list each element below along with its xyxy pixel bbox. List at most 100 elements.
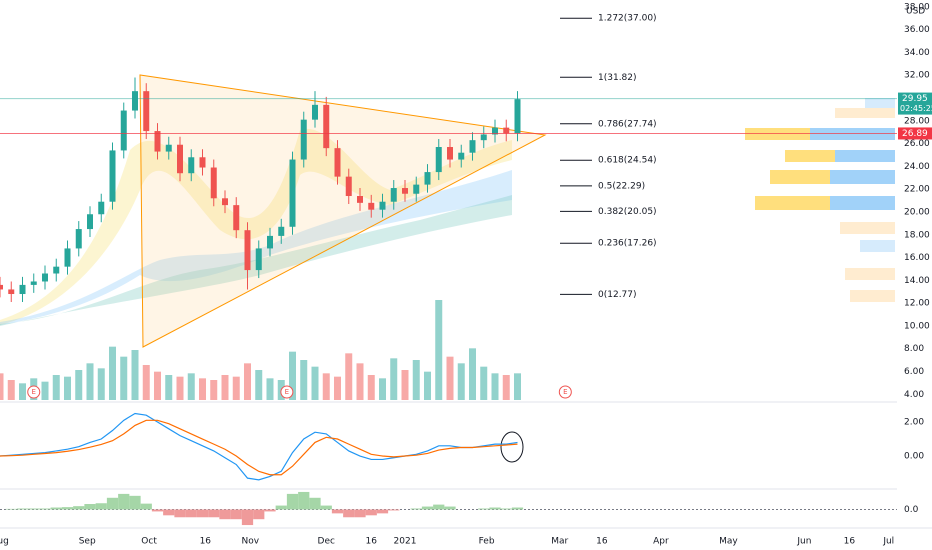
- histogram-bar: [320, 505, 332, 510]
- fib-label: 0.786(27.74): [598, 119, 657, 129]
- x-tick-label: Feb: [479, 537, 495, 547]
- y-tick-label: 0.00: [904, 452, 924, 462]
- candle-body: [345, 176, 352, 197]
- volume-bar: [514, 373, 521, 400]
- y-tick-label: 12.00: [904, 299, 930, 309]
- candle-body: [30, 281, 37, 285]
- histogram-bar: [253, 509, 265, 520]
- y-tick-label: 14.00: [904, 276, 930, 286]
- y-tick-label: 16.00: [904, 253, 930, 263]
- histogram-bar: [185, 509, 197, 518]
- histogram-bar: [264, 509, 276, 512]
- histogram-bar: [286, 493, 299, 510]
- volume-bar: [457, 363, 465, 400]
- volume-bar: [154, 371, 161, 400]
- ma-ribbon: [0, 128, 512, 325]
- candle-body: [402, 188, 408, 194]
- candle-body: [64, 248, 71, 267]
- histogram-bar: [275, 505, 287, 510]
- candle-body: [390, 188, 397, 202]
- candle-body: [503, 127, 510, 134]
- histogram-bar: [354, 509, 366, 518]
- histogram-bar: [388, 509, 400, 511]
- volume-bar: [86, 363, 94, 400]
- currency: USD: [906, 7, 925, 17]
- volume-bar: [502, 375, 510, 400]
- volume-bar: [390, 358, 398, 400]
- histogram-bar: [50, 507, 62, 510]
- histogram-bar: [421, 506, 434, 510]
- y-tick-label: 10.00: [904, 321, 930, 331]
- candle-body: [278, 226, 285, 236]
- candle-body: [424, 172, 431, 185]
- histogram-bar: [140, 503, 152, 510]
- histogram-bar: [298, 491, 310, 510]
- histogram-bar: [28, 508, 40, 510]
- candle-body: [312, 104, 318, 120]
- candle-body: [233, 205, 240, 231]
- x-tick-label: May: [719, 537, 738, 547]
- x-tick-label: Nov: [242, 537, 260, 547]
- volume-bar: [131, 350, 139, 400]
- candle-body: [199, 157, 206, 168]
- y-tick-label: 36.00: [904, 25, 930, 35]
- candle-body: [177, 144, 183, 174]
- histogram-bar: [331, 509, 344, 514]
- histogram-bar: [118, 493, 130, 510]
- candle-body: [514, 99, 521, 134]
- candle-body: [469, 140, 476, 153]
- x-tick-label: 2021: [394, 537, 417, 547]
- x-tick-label: 16: [366, 537, 378, 547]
- candle-body: [357, 196, 363, 203]
- volume-bar: [412, 360, 420, 400]
- candle-body: [458, 152, 465, 160]
- y-tick-label: 0.0: [904, 505, 919, 515]
- earnings-marker: [27, 385, 41, 399]
- last-price-label: 29.95: [902, 94, 928, 104]
- volume-bar: [221, 375, 229, 400]
- x-tick-label: 16: [200, 537, 212, 547]
- histogram-bar: [511, 507, 524, 510]
- volume-bar: [356, 363, 364, 400]
- y-tick-label: 20.00: [904, 207, 930, 217]
- y-tick-label: 38.00: [904, 2, 930, 12]
- volume-bar: [322, 373, 330, 400]
- volume-bar: [311, 366, 319, 400]
- histogram-bar: [208, 509, 220, 518]
- candle-body: [267, 235, 273, 249]
- y-tick-label: 26.00: [904, 139, 930, 149]
- candle-body: [244, 230, 251, 271]
- histogram-bar: [230, 509, 242, 520]
- x-tick-label: 16: [844, 537, 856, 547]
- volume-bar: [7, 380, 15, 400]
- histogram-bar: [376, 509, 389, 514]
- volume-profile: [745, 98, 895, 302]
- candle-body: [210, 167, 217, 199]
- histogram-bar: [106, 497, 119, 510]
- fib-label: 1.272(37.00): [598, 14, 657, 24]
- volume-bar: [142, 365, 150, 400]
- earnings-label: E: [32, 388, 36, 396]
- y-tick-label: 18.00: [904, 230, 930, 240]
- candle-body: [413, 184, 420, 194]
- volume-bar: [41, 381, 49, 400]
- fib-label: 1(31.82): [598, 73, 637, 83]
- earnings-marker: [558, 385, 572, 399]
- candle-body: [289, 159, 296, 227]
- candle-body: [435, 147, 442, 173]
- y-tick-label: 4.00: [904, 390, 924, 400]
- countdown-label: 02:45:25: [900, 104, 932, 113]
- histogram-bar: [16, 508, 29, 510]
- candle-body: [75, 229, 82, 249]
- circle-drawing: [500, 431, 524, 463]
- x-tick-label: Sep: [79, 537, 96, 547]
- x-tick-label: Jul: [882, 537, 894, 547]
- volume-bar: [75, 370, 83, 400]
- volume-bar: [401, 370, 409, 400]
- histogram-bar: [174, 509, 186, 518]
- histogram-bar: [365, 509, 377, 516]
- histogram-bar: [61, 507, 74, 510]
- histogram-bar: [84, 504, 96, 510]
- histogram-bar: [129, 495, 141, 510]
- candle-body: [109, 150, 116, 202]
